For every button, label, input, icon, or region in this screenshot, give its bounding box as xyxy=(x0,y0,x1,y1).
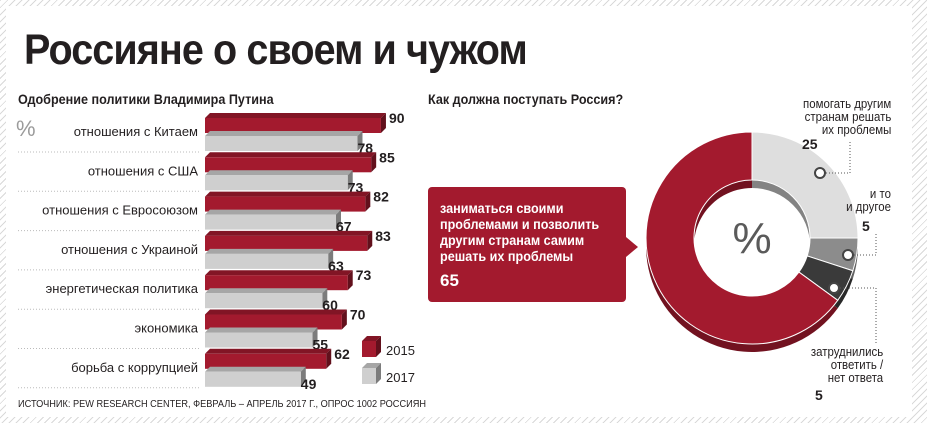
category-label: отношения с Евросоюзом xyxy=(42,203,198,218)
bar-2017-6 xyxy=(205,371,301,387)
bar-side-face xyxy=(347,170,353,191)
bar-top-face xyxy=(205,131,363,136)
callout-label: заниматься своими проблемами и позволить… xyxy=(440,200,600,264)
bar-top-face xyxy=(205,366,306,372)
bar-value-label: 85 xyxy=(379,149,395,165)
donut-center-percent: % xyxy=(732,214,771,263)
bar-value-label: 55 xyxy=(313,337,329,353)
category-label: отношения с Украиной xyxy=(61,242,198,257)
bar-side-face xyxy=(326,348,332,369)
legend-swatch-top xyxy=(362,363,381,368)
bar-side-face xyxy=(367,230,373,251)
bar-2017-1 xyxy=(205,175,348,191)
bar-2015-5 xyxy=(205,314,342,330)
legend-swatch-2017 xyxy=(362,368,376,384)
bar-top-face xyxy=(205,309,347,315)
bar-value-label: 83 xyxy=(375,228,391,244)
bar-top-face xyxy=(205,327,318,333)
source-note: ИСТОЧНИК: PEW RESEARCH CENTER, ФЕВРАЛЬ –… xyxy=(18,399,426,410)
value-both: 5 xyxy=(862,218,870,234)
bar-value-label: 62 xyxy=(334,346,350,362)
bar-value-label: 67 xyxy=(336,219,352,235)
donut-slice-0 xyxy=(645,131,839,345)
bar-chart-subtitle: Одобрение политики Владимира Путина xyxy=(18,91,274,107)
label-help: помогать другим странам решать их проблемы xyxy=(802,96,891,137)
bar-2015-0 xyxy=(205,118,381,133)
legend-swatch-top xyxy=(362,336,381,341)
bar-value-label: 78 xyxy=(357,140,373,156)
bar-side-face xyxy=(347,270,353,291)
bar-value-label: 60 xyxy=(322,297,338,313)
bar-top-face xyxy=(205,191,371,197)
bar-top-face xyxy=(205,348,332,354)
callout-box: заниматься своими проблемами и позволить… xyxy=(428,187,638,302)
category-label: экономика xyxy=(134,321,198,336)
legend-label-2015: 2015 xyxy=(386,343,415,358)
callout-value: 65 xyxy=(440,271,459,290)
bar-value-label: 82 xyxy=(373,189,389,205)
bar-top-face xyxy=(205,248,334,254)
bar-top-face xyxy=(205,270,353,276)
legend-swatch-side xyxy=(376,336,381,357)
bar-value-label: 70 xyxy=(350,307,366,323)
leader-line xyxy=(820,140,851,174)
bar-2017-2 xyxy=(205,214,336,230)
legend-label-2017: 2017 xyxy=(386,370,415,385)
leader-marker xyxy=(828,282,840,294)
value-help: 25 xyxy=(802,136,818,152)
donut-slice-1 xyxy=(751,131,859,239)
page-title: Россияне о своем и чужом xyxy=(24,26,528,74)
bar-value-label: 73 xyxy=(356,267,372,283)
category-label: отношения с США xyxy=(88,163,198,178)
bar-top-face xyxy=(205,113,386,118)
category-label: энергетическая политика xyxy=(46,281,199,296)
bar-2015-3 xyxy=(205,235,368,251)
bar-top-face xyxy=(205,230,373,236)
bar-side-face xyxy=(341,309,347,330)
legend-swatch-side xyxy=(376,363,381,384)
value-unsure: 5 xyxy=(815,387,823,403)
bar-2015-6 xyxy=(205,353,327,369)
bar-2017-3 xyxy=(205,253,329,269)
bar-2017-5 xyxy=(205,332,313,348)
bar-value-label: 73 xyxy=(348,179,364,195)
bar-top-face xyxy=(205,288,328,294)
bar-2015-2 xyxy=(205,196,366,212)
bar-2015-4 xyxy=(205,275,348,291)
bar-top-face xyxy=(205,170,353,176)
bar-2017-0 xyxy=(205,136,358,151)
donut-chart-subtitle: Как должна поступать Россия? xyxy=(428,91,624,107)
category-label: отношения с Китаем xyxy=(74,124,198,139)
bar-side-face xyxy=(322,288,328,309)
label-both: и то и другое xyxy=(846,186,891,214)
legend-swatch-2015 xyxy=(362,341,376,357)
bar-value-label: 63 xyxy=(328,258,344,274)
bar-2015-1 xyxy=(205,157,372,173)
category-label: борьба с коррупцией xyxy=(71,360,198,375)
bar-top-face xyxy=(205,209,341,215)
bar-side-face xyxy=(312,327,318,348)
bar-side-face xyxy=(300,366,306,387)
leader-line xyxy=(848,232,877,256)
bar-side-face xyxy=(357,131,363,151)
bar-side-face xyxy=(371,152,377,173)
bar-2017-4 xyxy=(205,293,323,309)
bar-value-label: 90 xyxy=(389,110,405,126)
bar-side-face xyxy=(365,191,371,212)
bar-side-face xyxy=(380,113,386,133)
percent-unit-label: % xyxy=(16,116,36,141)
leader-marker xyxy=(814,167,826,179)
leader-line xyxy=(834,287,877,345)
bar-side-face xyxy=(328,248,334,269)
label-unsure: затруднились ответить / нет ответа xyxy=(810,344,883,385)
bar-top-face xyxy=(205,152,377,158)
bar-side-face xyxy=(335,209,341,230)
bar-value-label: 49 xyxy=(301,376,317,392)
leader-marker xyxy=(842,249,854,261)
